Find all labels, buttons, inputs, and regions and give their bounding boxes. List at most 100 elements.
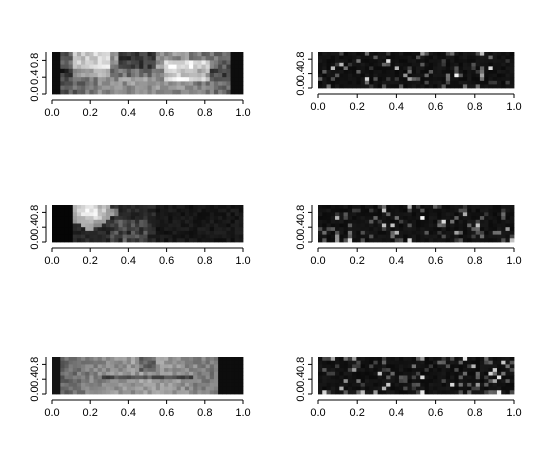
- heatmap-cell: [230, 360, 236, 365]
- heatmap-cell: [428, 227, 434, 232]
- heatmap-cell: [56, 379, 61, 384]
- heatmap-cell: [416, 219, 421, 224]
- heatmap-cell: [164, 364, 169, 369]
- y-tick-label: 0.0: [295, 80, 307, 95]
- heatmap-cell: [505, 368, 511, 373]
- heatmap-cell: [222, 219, 227, 224]
- heatmap-cell: [475, 216, 481, 221]
- heatmap-cell: [209, 56, 215, 61]
- heatmap-cell: [159, 382, 165, 387]
- heatmap-cell: [81, 81, 86, 86]
- heatmap-cell: [72, 368, 78, 373]
- heatmap-cell: [433, 238, 438, 243]
- heatmap-cell: [369, 368, 374, 373]
- heatmap-cell: [343, 66, 349, 71]
- heatmap-cell: [139, 238, 144, 243]
- heatmap-cell: [458, 59, 464, 64]
- heatmap-cell: [135, 390, 140, 395]
- heatmap-cell: [114, 208, 119, 213]
- heatmap-cell: [164, 212, 169, 217]
- heatmap-cell: [72, 68, 78, 74]
- heatmap-cell: [398, 371, 404, 376]
- heatmap-cell: [176, 89, 182, 95]
- heatmap-cell: [377, 375, 383, 380]
- heatmap-cell: [330, 70, 336, 74]
- heatmap-cell: [326, 386, 332, 391]
- heatmap-cell: [213, 360, 219, 365]
- heatmap-cell: [176, 368, 182, 373]
- heatmap-cell: [373, 66, 379, 71]
- heatmap-cell: [110, 227, 115, 232]
- heatmap-cell: [151, 230, 157, 235]
- heatmap-cell: [93, 77, 99, 82]
- heatmap-cell: [398, 70, 404, 74]
- heatmap-cell: [97, 360, 103, 365]
- heatmap-cell: [114, 85, 119, 91]
- heatmap-cell: [437, 360, 442, 365]
- heatmap-cell: [496, 360, 502, 365]
- heatmap-cell: [222, 212, 227, 217]
- heatmap-cell: [441, 230, 447, 235]
- heatmap-cell: [394, 375, 400, 380]
- heatmap-cell: [201, 227, 207, 232]
- heatmap-cell: [130, 212, 136, 217]
- heatmap-cell: [172, 60, 177, 65]
- heatmap-cell: [147, 238, 153, 243]
- heatmap-cell: [101, 390, 107, 395]
- heatmap-cell: [339, 59, 344, 64]
- heatmap-cell: [205, 360, 211, 365]
- heatmap-cell: [114, 89, 119, 95]
- heatmap-cell: [184, 64, 190, 70]
- heatmap-cell: [411, 375, 417, 380]
- heatmap-cell: [411, 390, 417, 395]
- heatmap-cell: [222, 230, 227, 235]
- heatmap-cell: [356, 368, 362, 373]
- heatmap-cell: [147, 234, 153, 239]
- heatmap-cell: [445, 223, 451, 228]
- heatmap-cell: [407, 227, 413, 232]
- heatmap-cell: [496, 223, 502, 228]
- heatmap-cell: [479, 364, 485, 369]
- heatmap-cell: [441, 375, 447, 380]
- heatmap-cell: [471, 371, 477, 376]
- heatmap-cell: [101, 89, 107, 95]
- heatmap-cell: [164, 234, 169, 239]
- heatmap-cell: [445, 70, 451, 74]
- heatmap-cell: [416, 382, 421, 387]
- heatmap-cell: [193, 208, 198, 213]
- heatmap-cell: [484, 382, 489, 387]
- heatmap-cell: [424, 360, 430, 365]
- heatmap-cell: [373, 205, 379, 210]
- heatmap-cell: [168, 360, 173, 365]
- heatmap-cell: [433, 212, 438, 217]
- heatmap-cell: [318, 208, 323, 213]
- heatmap-cell: [72, 227, 78, 232]
- heatmap-cell: [373, 59, 379, 64]
- heatmap-cell: [139, 64, 144, 70]
- heatmap-cell: [492, 84, 498, 89]
- heatmap-cell: [424, 223, 430, 228]
- heatmap-cell: [155, 81, 161, 86]
- heatmap-cell: [172, 360, 177, 365]
- heatmap-cell: [335, 357, 340, 362]
- heatmap-cell: [130, 223, 136, 228]
- heatmap-cell: [416, 212, 421, 217]
- heatmap-cell: [238, 205, 244, 210]
- heatmap-cell: [424, 212, 430, 217]
- heatmap-cell: [364, 368, 370, 373]
- heatmap-cell: [97, 219, 103, 224]
- heatmap-cell: [159, 386, 165, 391]
- heatmap-cell: [416, 70, 421, 74]
- heatmap-cell: [72, 230, 78, 235]
- heatmap-cell: [462, 77, 468, 82]
- heatmap-cell: [135, 77, 140, 82]
- heatmap-cell: [416, 59, 421, 64]
- heatmap-cell: [72, 223, 78, 228]
- heatmap-cell: [420, 234, 425, 239]
- heatmap-cell: [230, 52, 236, 57]
- heatmap-cell: [335, 55, 340, 60]
- heatmap-cell: [479, 73, 485, 78]
- heatmap-cell: [60, 227, 65, 232]
- heatmap-cell: [126, 375, 132, 380]
- heatmap-cell: [343, 390, 349, 395]
